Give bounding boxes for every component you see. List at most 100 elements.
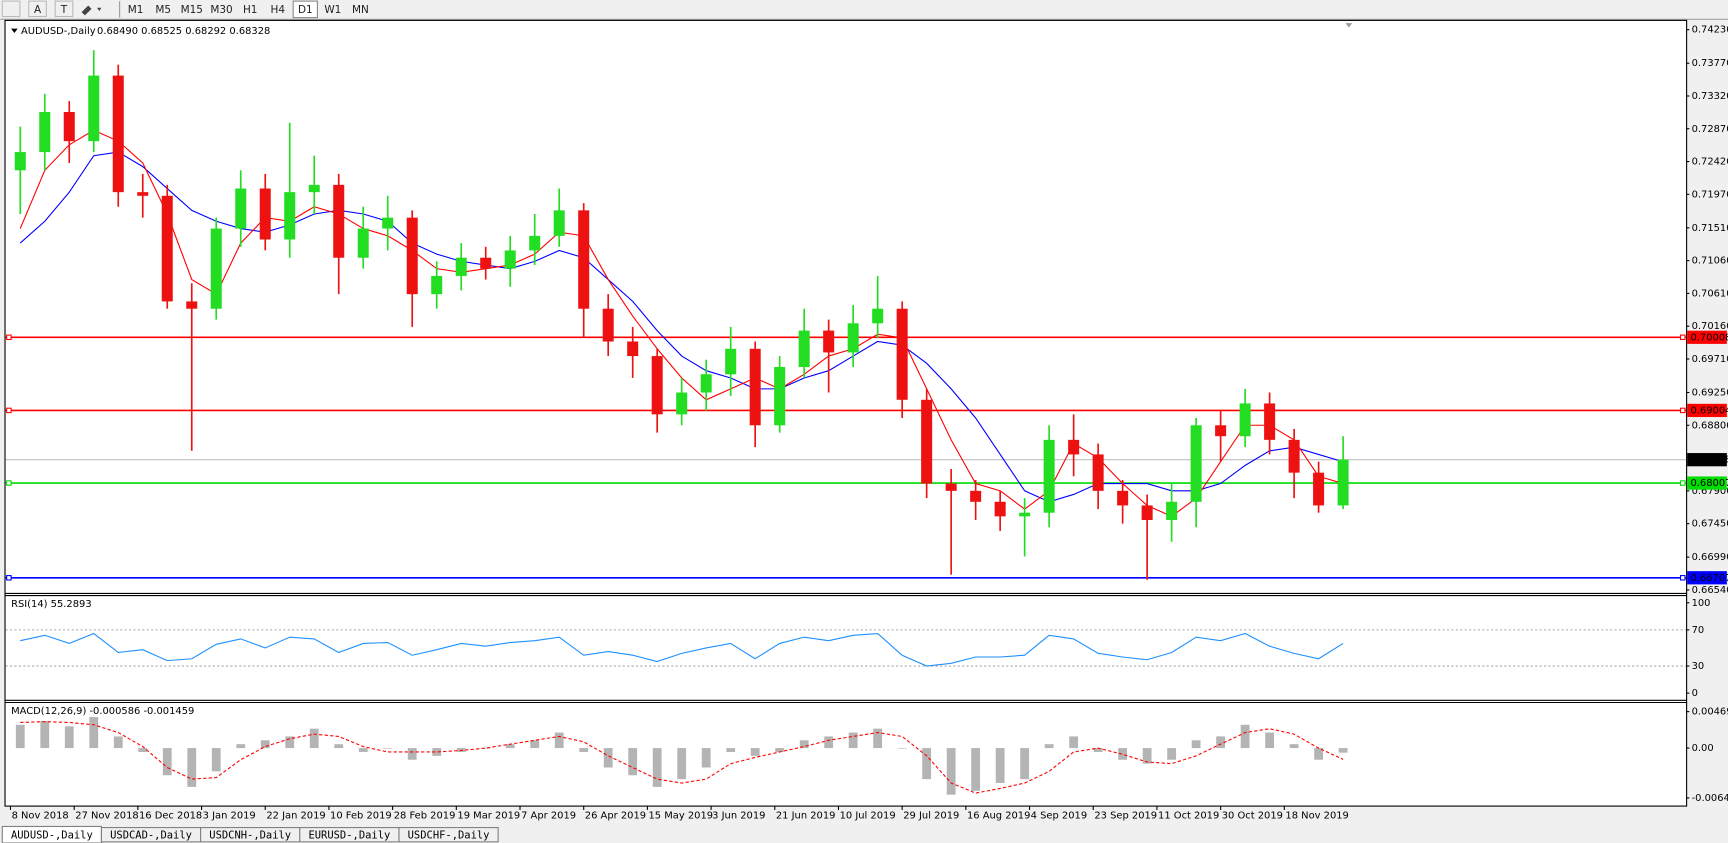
candle-body (798, 330, 810, 368)
candle-body (1288, 439, 1300, 473)
price-level-label: 0.68007 (1690, 478, 1728, 489)
macd-bar (1265, 732, 1275, 749)
candle-body (896, 308, 908, 400)
candle-body (137, 192, 149, 196)
candle-body (308, 184, 320, 193)
tool-button[interactable] (54, 0, 74, 18)
candle-body (872, 308, 884, 324)
x-tick-label: 22 Jan 2019 (266, 810, 325, 821)
macd-bar (971, 748, 981, 791)
candle-body (970, 490, 982, 502)
level-handle[interactable] (6, 334, 12, 341)
y-tick-label: 0.004696 (1692, 707, 1728, 718)
tab[interactable]: USDCNH-,Daily (200, 827, 301, 843)
candle-body (1068, 439, 1080, 455)
macd-bar (309, 728, 319, 749)
price-level-label-bg (1687, 571, 1727, 585)
candle-body (1092, 454, 1104, 491)
candle-body (651, 356, 663, 415)
x-tick-label: 18 Nov 2019 (1285, 810, 1348, 821)
y-tick-label: -0.00642 (1692, 793, 1728, 804)
candle-body (994, 501, 1006, 517)
macd-bar (628, 748, 638, 776)
candle-body (823, 330, 835, 353)
tab-label[interactable]: USDCNH-,Daily (209, 829, 291, 841)
timeframe-button[interactable]: M30 (210, 4, 232, 16)
candle-body (553, 210, 565, 236)
timeframe-button[interactable]: H1 (243, 4, 258, 16)
macd-bar (922, 748, 932, 780)
candle-body (1337, 459, 1349, 506)
macd-bar (89, 717, 99, 749)
macd-signal (20, 721, 1344, 794)
chart-menu-arrow[interactable] (11, 28, 18, 34)
candle-body (455, 257, 467, 276)
candle-body (1313, 472, 1325, 506)
level-handle[interactable] (1680, 334, 1686, 341)
macd-bar (946, 748, 956, 795)
level-handle[interactable] (6, 575, 12, 581)
candle-body (1117, 490, 1129, 506)
candle-body (88, 75, 100, 142)
level-handle[interactable] (6, 407, 12, 414)
timeframe-button[interactable]: W1 (324, 4, 341, 16)
level-handle[interactable] (1680, 407, 1686, 414)
tab[interactable]: AUDUSD-,Daily (1, 825, 102, 843)
tab[interactable]: USDCHF-,Daily (398, 827, 499, 843)
chart-window (4, 19, 1688, 807)
y-tick-label: 100 (1692, 598, 1711, 609)
level-handle[interactable] (6, 480, 12, 486)
x-tick-label: 27 Nov 2018 (75, 810, 138, 821)
tab-label[interactable]: USDCAD-,Daily (110, 829, 192, 841)
candle-body (284, 192, 296, 240)
timeframe-button[interactable]: H4 (270, 4, 285, 16)
toolbar: A T M1 M5 M15 M30 H1 H4 D1 W1 MN (0, 0, 1728, 20)
x-tick-label: 19 Mar 2019 (457, 810, 520, 821)
timeframe-button[interactable]: D1 (298, 4, 313, 16)
candle-body (676, 392, 688, 415)
tool-button[interactable] (28, 0, 47, 18)
candle-body (1190, 425, 1202, 502)
macd-bar (505, 744, 515, 749)
candle-body (1019, 512, 1031, 517)
macd-bar (1142, 748, 1152, 764)
macd-title: MACD(12,26,9) -0.000586 -0.001459 (11, 706, 194, 717)
x-tick-label: 10 Jul 2019 (840, 810, 896, 821)
tab[interactable]: USDCAD-,Daily (100, 827, 202, 843)
tab-label[interactable]: USDCHF-,Daily (408, 829, 490, 841)
candle-body (921, 399, 933, 484)
macd-bar (1118, 748, 1128, 760)
timeframe-button[interactable]: M5 (155, 4, 171, 16)
tab-label[interactable]: EURUSD-,Daily (308, 829, 390, 841)
macd-bar (1191, 740, 1201, 749)
timeframe-button[interactable]: MN (352, 4, 369, 16)
tool-button[interactable] (1, 0, 21, 18)
macd-bar (211, 748, 221, 772)
tab[interactable]: EURUSD-,Daily (299, 827, 400, 843)
macd-bar (334, 744, 344, 749)
timeframe-button-active[interactable] (292, 0, 318, 19)
tab-label[interactable]: AUDUSD-,Daily (11, 829, 93, 841)
level-handle[interactable] (1680, 575, 1686, 581)
level-handle[interactable] (1680, 480, 1686, 486)
timeframe-button[interactable]: M15 (181, 4, 203, 16)
candle-body (725, 348, 737, 375)
timeframe-button[interactable]: M1 (128, 4, 144, 16)
x-tick-label: 23 Sep 2019 (1094, 810, 1157, 821)
macd-bar (652, 748, 662, 787)
macd-bar (603, 748, 613, 768)
draw-tools-icon[interactable] (81, 5, 102, 16)
candle-body (382, 217, 394, 229)
macd-bar (677, 748, 687, 780)
candle-body (529, 235, 541, 251)
macd-bar (750, 748, 760, 756)
x-tick-label: 15 May 2019 (648, 810, 713, 821)
x-tick-label: 16 Dec 2018 (139, 810, 202, 821)
symbol-title: AUDUSD-,Daily (21, 26, 96, 37)
